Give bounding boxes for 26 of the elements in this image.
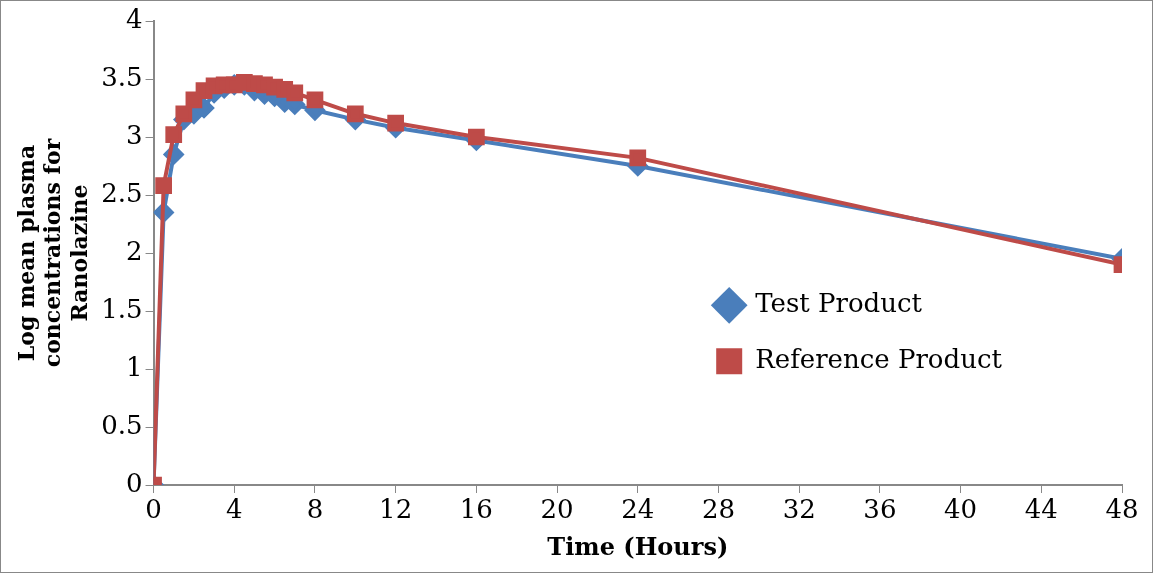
y-tick-label: 1.5 <box>101 293 143 324</box>
x-tick-label: 40 <box>944 494 978 525</box>
x-tick-label: 20 <box>540 494 574 525</box>
legend-label: Test Product <box>755 288 923 319</box>
y-tick-label: 1 <box>126 351 143 382</box>
x-tick-label: 24 <box>621 494 655 525</box>
y-tick-label: 3 <box>126 119 143 150</box>
y-tick-label: 0.5 <box>101 409 143 440</box>
x-tick-label: 28 <box>701 494 736 525</box>
x-tick-label: 48 <box>1105 494 1139 525</box>
y-tick-label: 2.5 <box>101 177 143 208</box>
x-tick-label: 12 <box>379 494 413 525</box>
x-tick-label: 0 <box>145 494 162 525</box>
legend-label: Reference Product <box>755 344 1003 375</box>
x-tick-label: 36 <box>863 494 897 525</box>
y-tick-label: 0 <box>126 467 143 498</box>
x-tick-label: 32 <box>782 494 816 525</box>
x-tick-label: 4 <box>225 494 243 525</box>
x-axis-title: Time (Hours) <box>547 531 729 561</box>
y-axis-title: Log mean plasma concentrations for Ranolazine <box>12 138 92 368</box>
y-tick-label: 2 <box>126 235 143 266</box>
x-tick-label: 8 <box>306 494 324 525</box>
x-tick-label: 16 <box>459 494 493 525</box>
y-tick-label: 4 <box>126 3 143 34</box>
y-tick-label: 3.5 <box>101 61 143 92</box>
x-tick-label: 44 <box>1024 494 1058 525</box>
